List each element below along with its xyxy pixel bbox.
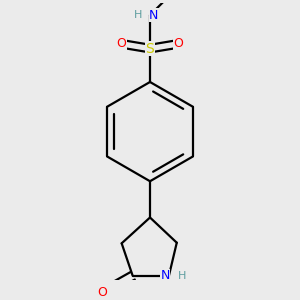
Text: O: O — [174, 37, 184, 50]
Text: H: H — [178, 271, 186, 281]
Text: S: S — [146, 42, 154, 56]
Text: O: O — [116, 37, 126, 50]
Text: N: N — [160, 269, 170, 282]
Text: H: H — [134, 10, 142, 20]
Text: N: N — [149, 9, 158, 22]
Text: O: O — [97, 286, 107, 299]
